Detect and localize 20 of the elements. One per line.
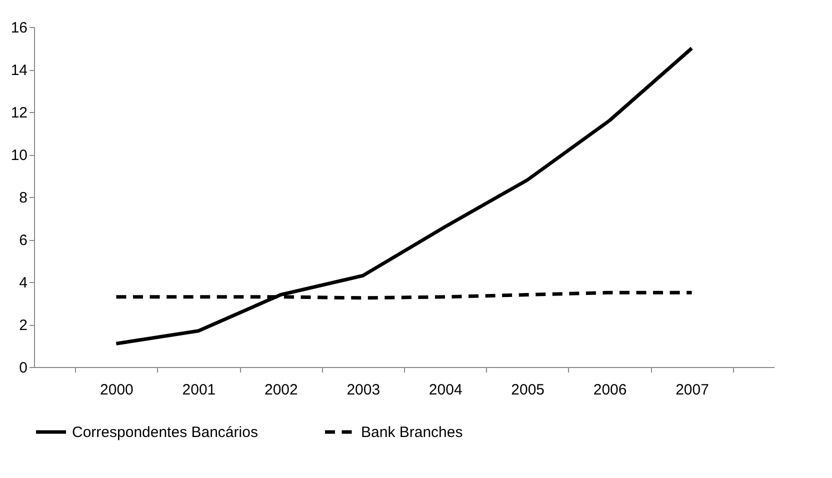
- line-series: [114, 46, 694, 346]
- legend-label: Bank Branches: [361, 424, 463, 441]
- x-tick-label: 2000: [100, 382, 134, 398]
- y-tick-label: 12: [10, 104, 28, 122]
- y-tick-label: 10: [10, 147, 28, 164]
- x-tick-label: 2002: [264, 382, 298, 398]
- legend-label: Correspondentes Bancários: [72, 424, 258, 441]
- x-tick-label: 2005: [511, 382, 545, 398]
- y-tick-label: 2: [19, 317, 28, 334]
- x-tick-label: 2003: [346, 382, 380, 398]
- x-tick-label: 2006: [593, 382, 627, 398]
- y-tick-label: 0: [19, 360, 28, 376]
- y-tick-label: 6: [19, 232, 28, 249]
- y-tick-label: 4: [19, 274, 28, 292]
- y-tick-label: 16: [10, 20, 28, 36]
- x-tick-label: 2004: [428, 382, 462, 398]
- x-tick-label: 2007: [676, 382, 709, 398]
- y-tick-label: 8: [19, 190, 28, 206]
- y-tick-label: 14: [10, 62, 28, 79]
- x-tick-label: 2001: [182, 382, 216, 398]
